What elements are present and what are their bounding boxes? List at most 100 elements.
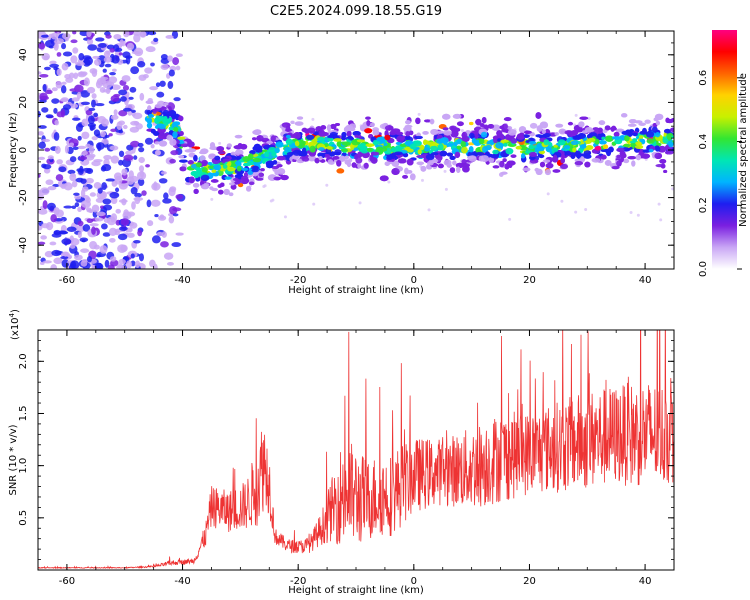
heatmap-cell [581,130,588,134]
heatmap-cell [38,141,46,150]
heatmap-cell [565,150,572,156]
heatmap-cell [160,171,167,175]
heatmap-cell [173,126,179,133]
heatmap-cell [636,213,640,217]
heatmap-cell [70,55,78,64]
heatmap-cell [500,171,508,175]
heatmap-cell [263,184,267,188]
heatmap-cell [429,118,435,125]
heatmap-cell [44,89,53,95]
heatmap-cell [415,117,421,125]
heatmap-cell [179,131,184,136]
heatmap-cell [38,174,41,178]
heatmap-cell [585,145,594,150]
heatmap-cell [450,126,455,132]
heatmap-cell [115,47,123,52]
heatmap-cell [118,159,124,166]
heatmap-cell [395,131,404,136]
heatmap-cell [535,134,543,138]
heatmap-cell [274,147,280,154]
heatmap-cell [80,71,88,76]
heatmap-cell [115,187,120,193]
heatmap-cell [258,145,263,151]
heatmap-cell [272,160,278,165]
heatmap-cell [253,171,258,177]
heatmap-cell [167,116,173,123]
heatmap-cell [38,71,42,75]
heatmap-cell [77,135,82,141]
heatmap-cell [133,47,144,57]
heatmap-cell [103,56,113,63]
heatmap-cell [145,46,156,53]
heatmap-cell [38,193,45,200]
heatmap-cell [87,44,98,51]
heatmap-cell [574,161,583,166]
heatmap-cell [69,173,77,182]
heatmap-cell [112,68,117,72]
heatmap-cell [160,116,168,120]
heatmap-cell [414,135,423,140]
heatmap-cell [537,147,545,152]
heatmap-cell [103,155,112,160]
heatmap-cell [598,120,606,126]
heatmap-cell [51,233,62,238]
heatmap-cell [390,147,400,153]
heatmap-cell [271,150,277,157]
heatmap-cell [81,186,89,192]
heatmap-cell [501,123,508,130]
heatmap-cell [416,161,425,166]
heatmap-cell [347,135,354,140]
heatmap-cell [54,145,61,154]
heatmap-cell [63,182,73,191]
heatmap-cell [670,117,674,122]
heatmap-cell [490,154,500,159]
heatmap-cell [446,152,453,157]
heatmap-cell [671,187,674,191]
heatmap-cell [502,158,507,163]
heatmap-cell [115,208,121,214]
heatmap-cell [42,84,47,92]
heatmap-cell [154,214,159,218]
heatmap-cell [572,136,579,140]
heatmap-cell [276,164,283,168]
heatmap-cell [130,253,135,259]
heatmap-cell [151,235,161,244]
heatmap-cell [171,242,182,248]
heatmap-cell [95,103,105,107]
spectrogram-x-tick-label: 20 [523,275,536,286]
heatmap-cell [314,157,320,164]
heatmap-cell [509,161,516,165]
heatmap-cell [153,131,160,136]
heatmap-cell [137,229,143,237]
spectrogram-x-tick-label: -60 [59,275,75,286]
heatmap-cell [133,240,141,244]
spectrogram-y-tick-label: 40 [18,48,29,61]
heatmap-cell [575,128,583,133]
heatmap-cell [350,144,355,151]
heatmap-cell [275,141,284,148]
heatmap-cell [146,220,154,227]
heatmap-cell [305,134,315,140]
heatmap-cell [187,148,197,153]
heatmap-cell [75,61,85,66]
heatmap-cell [402,152,409,158]
heatmap-cell [397,158,407,164]
heatmap-cell [659,158,667,164]
heatmap-cell [154,117,160,124]
heatmap-cell [156,231,164,237]
heatmap-cell [85,207,92,212]
heatmap-cell [114,175,123,185]
heatmap-cell [80,101,90,106]
heatmap-cell [579,144,587,149]
snr-multiplier-prefix: (x10 [10,317,21,340]
heatmap-cell [213,164,222,171]
heatmap-cell [666,134,672,141]
heatmap-cell [604,125,611,131]
heatmap-cell [604,148,611,154]
heatmap-cell [449,155,456,160]
heatmap-cell [85,109,93,116]
heatmap-cell [169,138,177,146]
heatmap-cell [53,107,58,114]
heatmap-cell [318,129,325,136]
heatmap-cell [657,202,661,206]
